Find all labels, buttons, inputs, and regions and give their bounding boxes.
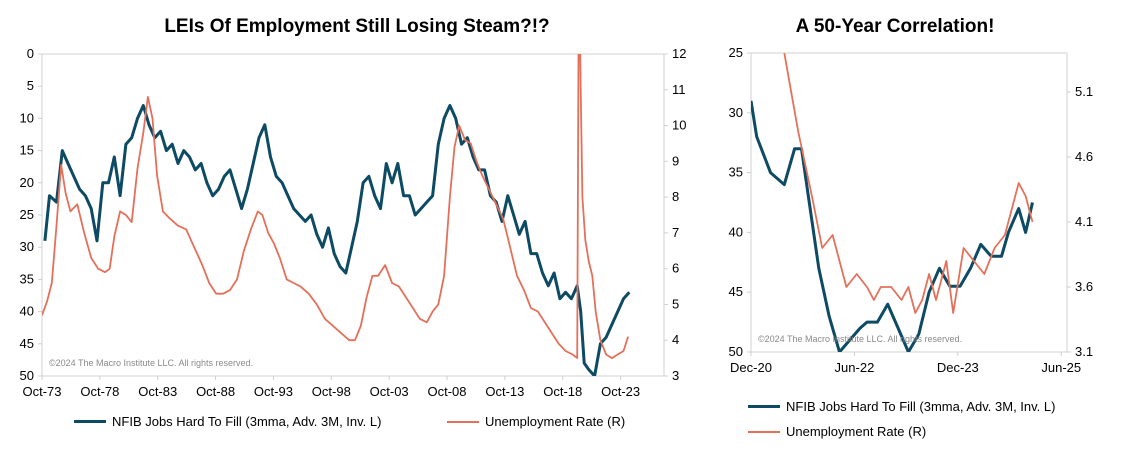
nfib-series-line [751, 100, 1034, 352]
left-legend-item-nfib: NFIB Jobs Hard To Fill (3mma, Adv. 3M, I… [74, 414, 381, 429]
left-chart-svg: 0 5 10 15 20 25 30 35 40 45 50 12 11 10 9 8 7 6 5 4 3 Oct-73 O… [20, 46, 687, 399]
x-tick-label: Oct-08 [428, 384, 467, 399]
y-left-tick-label: 20 [20, 175, 34, 190]
y-left-tick-label: 30 [729, 105, 743, 120]
y-left-tick-label: 40 [729, 224, 743, 239]
y-right-tick-label: 3 [672, 368, 679, 383]
right-legend-item-nfib: NFIB Jobs Hard To Fill (3mma, Adv. 3M, I… [748, 399, 1055, 414]
unemployment-series-line [42, 54, 629, 360]
y-left-tick-label: 25 [729, 45, 743, 60]
x-tick-label: Oct-13 [485, 384, 524, 399]
y-left-tick-label: 35 [20, 271, 34, 286]
x-tick-label: Oct-98 [312, 384, 351, 399]
y-right-tick-label: 11 [672, 82, 686, 97]
right-chart-title: A 50-Year Correlation! [795, 16, 995, 37]
y-right-tick-label: 8 [672, 189, 679, 204]
y-left-tick-label: 40 [20, 304, 34, 319]
y-left-tick-label: 5 [27, 78, 34, 93]
y-left-tick-label: 15 [20, 143, 34, 158]
right-legend-item-unemployment: Unemployment Rate (R) [748, 424, 926, 439]
nfib-legend-swatch [74, 420, 106, 423]
y-right-tick-label: 3.1 [1075, 344, 1093, 359]
unemployment-legend-swatch [447, 420, 479, 423]
unemployment-legend-swatch [748, 430, 780, 433]
y-left-tick-label: 50 [20, 368, 34, 383]
y-right-tick-label: 3.6 [1075, 279, 1093, 294]
x-tick-label: Oct-03 [370, 384, 409, 399]
x-tick-label: Dec-23 [937, 360, 979, 375]
y-right-tick-label: 12 [672, 46, 686, 61]
y-left-tick-label: 45 [20, 336, 34, 351]
y-left-tick-label: 45 [729, 284, 743, 299]
nfib-series-line [43, 104, 631, 376]
y-left-tick-label: 10 [20, 110, 34, 125]
y-right-tick-label: 6 [672, 261, 679, 276]
right-chart-panel: A 50-Year Correlation! 25 30 35 40 45 50 5.1 4.… [700, 0, 1128, 453]
x-tick-label: Oct-88 [196, 384, 235, 399]
y-left-tick-label: 30 [20, 239, 34, 254]
y-right-tick-label: 4 [672, 332, 679, 347]
x-tick-label: Oct-23 [601, 384, 640, 399]
x-tick-label: Oct-73 [22, 384, 61, 399]
y-right-tick-label: 10 [672, 118, 686, 133]
y-right-tick-label: 4.6 [1075, 149, 1093, 164]
y-left-tick-label: 0 [27, 46, 34, 61]
right-legend-unemployment-label: Unemployment Rate (R) [786, 424, 927, 439]
left-chart-title: LEIs Of Employment Still Losing Steam?!? [164, 16, 550, 37]
y-left-tick-label: 35 [729, 165, 743, 180]
copyright-text: ©2024 The Macro Institute LLC. All right… [758, 334, 962, 344]
y-left-tick-label: 25 [20, 207, 34, 222]
x-tick-label: Jun-22 [835, 360, 875, 375]
copyright-text: ©2024 The Macro Institute LLC. All right… [49, 358, 253, 368]
y-right-tick-label: 7 [672, 225, 679, 240]
nfib-legend-swatch [748, 405, 780, 408]
right-chart-svg: 25 30 35 40 45 50 5.1 4.6 4.1 3.6 3.1 Dec-20 Jun-22 D… [729, 45, 1094, 375]
x-tick-label: Oct-93 [254, 384, 293, 399]
y-right-tick-label: 5 [672, 296, 679, 311]
plot-frame [750, 52, 1068, 353]
x-tick-label: Jun-25 [1041, 360, 1081, 375]
left-legend-unemployment-label: Unemployment Rate (R) [485, 414, 626, 429]
left-legend-item-unemployment: Unemployment Rate (R) [447, 414, 625, 429]
x-tick-label: Oct-78 [80, 384, 119, 399]
left-legend-nfib-label: NFIB Jobs Hard To Fill (3mma, Adv. 3M, I… [112, 414, 382, 429]
x-tick-label: Oct-18 [543, 384, 582, 399]
y-left-tick-label: 50 [729, 344, 743, 359]
plot-frame [41, 53, 665, 377]
unemployment-series-line [783, 53, 1034, 314]
x-tick-label: Oct-83 [138, 384, 177, 399]
y-right-tick-label: 5.1 [1075, 84, 1093, 99]
y-right-tick-label: 4.1 [1075, 214, 1093, 229]
y-right-tick-label: 9 [672, 153, 679, 168]
x-tick-label: Dec-20 [730, 360, 772, 375]
right-legend-nfib-label: NFIB Jobs Hard To Fill (3mma, Adv. 3M, I… [786, 399, 1056, 414]
left-chart-panel: LEIs Of Employment Still Losing Steam?!?… [20, 16, 687, 429]
